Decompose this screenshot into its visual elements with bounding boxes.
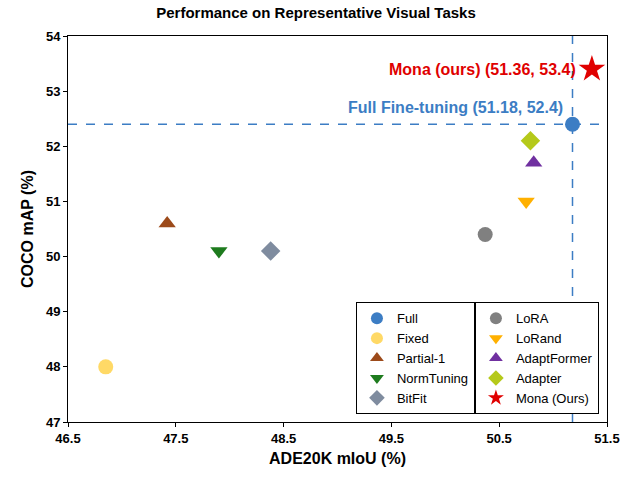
svg-text:COCO mAP (%): COCO mAP (%)	[19, 170, 36, 288]
svg-text:48.5: 48.5	[271, 431, 296, 446]
svg-text:Fixed: Fixed	[397, 331, 429, 346]
svg-text:47.5: 47.5	[163, 431, 188, 446]
svg-text:Partial-1: Partial-1	[397, 351, 445, 366]
svg-text:51.5: 51.5	[594, 431, 619, 446]
svg-text:53: 53	[46, 84, 60, 99]
svg-text:Mona (ours) (51.36, 53.4): Mona (ours) (51.36, 53.4)	[389, 61, 576, 78]
svg-text:51: 51	[46, 194, 60, 209]
svg-text:54: 54	[46, 29, 61, 44]
svg-text:46.5: 46.5	[55, 431, 80, 446]
svg-text:AdaptFormer: AdaptFormer	[516, 351, 593, 366]
svg-text:49.5: 49.5	[379, 431, 404, 446]
svg-text:NormTuning: NormTuning	[397, 371, 468, 386]
svg-text:49: 49	[46, 304, 60, 319]
svg-text:LoRA: LoRA	[516, 311, 549, 326]
svg-text:BitFit: BitFit	[397, 391, 427, 406]
svg-text:47: 47	[46, 415, 60, 430]
svg-text:50.5: 50.5	[487, 431, 512, 446]
svg-text:Full: Full	[397, 311, 418, 326]
svg-text:Performance on Representative: Performance on Representative Visual Tas…	[156, 4, 476, 21]
svg-text:52: 52	[46, 139, 60, 154]
svg-text:LoRand: LoRand	[516, 331, 562, 346]
svg-text:Adapter: Adapter	[516, 371, 562, 386]
svg-text:ADE20K mIoU (%): ADE20K mIoU (%)	[269, 450, 406, 467]
svg-text:Full Fine-tuning (51.18, 52.4): Full Fine-tuning (51.18, 52.4)	[348, 99, 563, 116]
svg-text:48: 48	[46, 359, 60, 374]
svg-text:50: 50	[46, 249, 60, 264]
svg-text:Mona (Ours): Mona (Ours)	[516, 391, 589, 406]
